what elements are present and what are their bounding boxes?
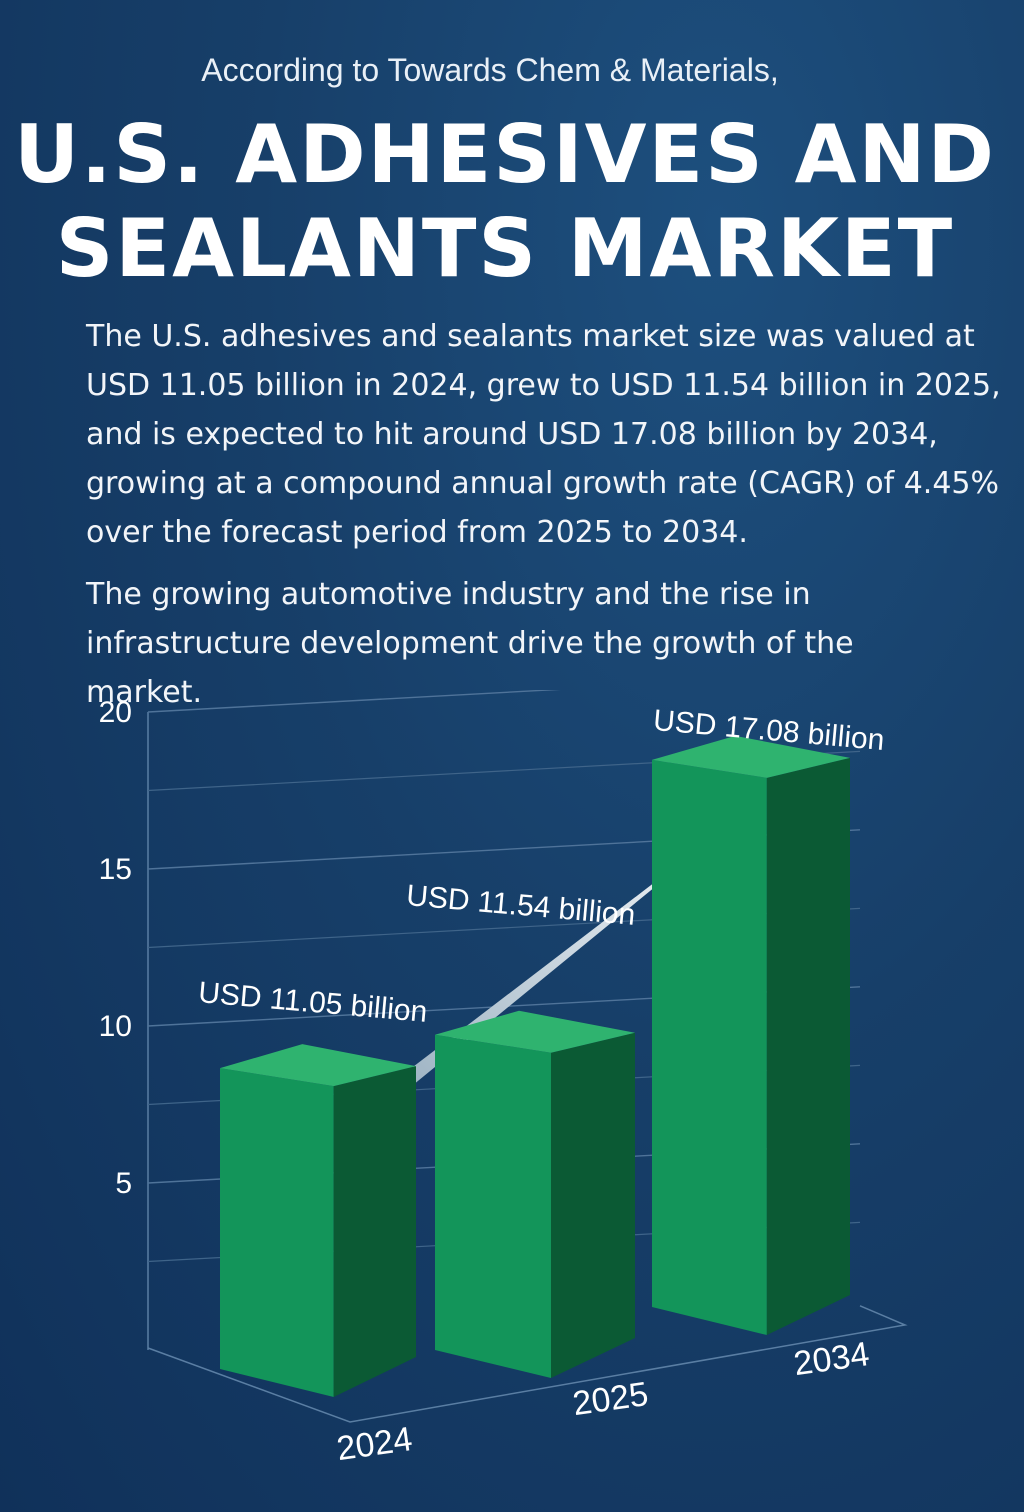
floor-outline	[147, 1305, 908, 1423]
bar-top-face	[220, 1044, 416, 1087]
bar-side-face	[333, 1066, 416, 1397]
bar-front-face	[435, 1034, 551, 1378]
y-tick-label: 5	[115, 1167, 132, 1200]
arrow-shape	[405, 822, 712, 1085]
data-label: USD 11.54 billion	[405, 879, 637, 932]
bar-top-face	[435, 1010, 635, 1053]
title-line-2: SEALANTS MARKET	[55, 202, 955, 295]
x-tick-label: 2025	[570, 1375, 650, 1423]
bar-side-face	[551, 1032, 635, 1378]
bar-side-face	[766, 757, 850, 1335]
title-line-1: U.S. ADHESIVES AND	[14, 108, 996, 201]
description-paragraph: The U.S. adhesives and sealants market s…	[86, 319, 1001, 550]
y-tick-label: 20	[99, 696, 132, 729]
grid-line	[147, 690, 561, 713]
y-tick-label: 15	[99, 853, 132, 886]
bars	[220, 735, 850, 1397]
x-tick-label: 2024	[334, 1420, 414, 1468]
y-axis: 5 10 15 20	[99, 696, 132, 1200]
drivers-paragraph: The growing automotive industry and the …	[86, 577, 854, 710]
trend-arrow	[405, 822, 712, 1085]
page-title: U.S. ADHESIVES AND SEALANTS MARKET	[0, 108, 1010, 296]
bar-top-face	[652, 735, 850, 778]
y-tick-label: 10	[99, 1010, 132, 1043]
bar-front-face	[220, 1068, 334, 1397]
bar-front-face	[652, 759, 767, 1335]
intro-text: According to Towards Chem & Materials,	[201, 52, 779, 88]
